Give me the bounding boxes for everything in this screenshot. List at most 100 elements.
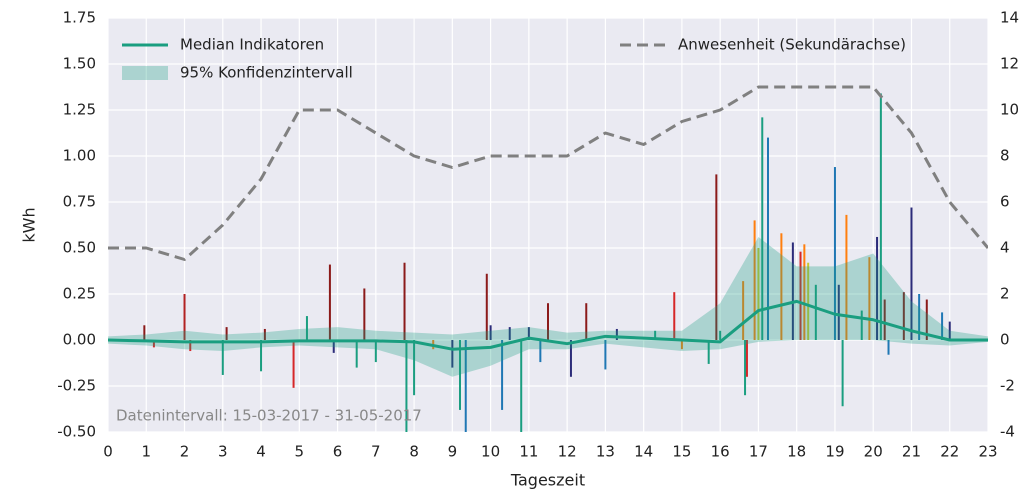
indicator-bar bbox=[807, 262, 810, 340]
presence-line bbox=[108, 85, 988, 261]
x-tick-label: 6 bbox=[333, 443, 343, 461]
indicator-bar bbox=[767, 137, 769, 340]
y-tick-label: 1.50 bbox=[63, 55, 96, 73]
indicator-bar bbox=[263, 328, 266, 340]
indicator-bar bbox=[501, 340, 504, 410]
indicator-bar bbox=[355, 340, 358, 368]
indicator-bar bbox=[403, 262, 406, 340]
indicator-bar bbox=[405, 340, 408, 432]
indicator-bar bbox=[225, 327, 228, 340]
y2-tick-label: 0 bbox=[1000, 331, 1010, 349]
indicator-bar bbox=[761, 117, 764, 340]
x-tick-label: 1 bbox=[141, 443, 151, 461]
indicator-bar bbox=[520, 340, 523, 432]
indicator-bar bbox=[260, 340, 263, 372]
indicator-bar bbox=[925, 299, 928, 340]
x-tick-label: 0 bbox=[103, 443, 113, 461]
indicator-bar bbox=[753, 220, 756, 340]
legend-label: 95% Konfidenzintervall bbox=[180, 64, 353, 82]
indicator-bar bbox=[719, 330, 722, 340]
indicator-bar bbox=[585, 303, 588, 340]
indicator-bar bbox=[715, 174, 718, 340]
indicator-bar bbox=[292, 340, 295, 388]
indicator-bar bbox=[745, 340, 748, 377]
x-tick-label: 2 bbox=[180, 443, 190, 461]
indicator-bar bbox=[221, 340, 224, 375]
plot-background bbox=[108, 18, 988, 432]
indicator-bar bbox=[883, 299, 886, 340]
y2-tick-label: 12 bbox=[1000, 55, 1019, 73]
y-tick-label: -0.50 bbox=[57, 423, 96, 441]
indicator-bar bbox=[143, 325, 146, 340]
indicator-bar bbox=[757, 248, 760, 340]
y2-tick-label: -4 bbox=[1000, 423, 1015, 441]
x-tick-label: 13 bbox=[596, 443, 615, 461]
indicator-bar bbox=[189, 340, 192, 352]
median-line bbox=[108, 299, 988, 351]
indicator-bar bbox=[918, 294, 921, 340]
y-tick-label: 0.50 bbox=[63, 239, 96, 257]
indicator-bar bbox=[680, 340, 683, 350]
indicator-bar bbox=[902, 292, 905, 340]
x-tick-label: 8 bbox=[409, 443, 419, 461]
indicator-bar bbox=[887, 340, 890, 355]
indicator-bar bbox=[948, 321, 951, 340]
indicator-bar bbox=[569, 340, 572, 377]
y2-tick-label: 6 bbox=[1000, 193, 1010, 211]
indicator-bar bbox=[868, 257, 871, 340]
indicator-bar bbox=[374, 340, 377, 363]
indicator-bar bbox=[837, 284, 840, 340]
x-tick-label: 7 bbox=[371, 443, 381, 461]
indicator-bar bbox=[604, 340, 607, 370]
y-tick-label: 0.00 bbox=[63, 331, 96, 349]
indicator-bar bbox=[833, 167, 836, 340]
indicator-bar bbox=[539, 340, 542, 363]
y2-tick-label: 8 bbox=[1000, 147, 1010, 165]
indicator-bar bbox=[876, 236, 879, 340]
y-tick-label: 1.00 bbox=[63, 147, 96, 165]
y-tick-label: 0.75 bbox=[63, 193, 96, 211]
x-tick-label: 16 bbox=[711, 443, 730, 461]
x-tick-label: 11 bbox=[519, 443, 538, 461]
indicator-bar bbox=[742, 281, 745, 340]
indicator-bar bbox=[328, 264, 331, 340]
indicator-bar bbox=[841, 340, 844, 407]
indicator-bar bbox=[879, 93, 882, 340]
x-tick-label: 3 bbox=[218, 443, 228, 461]
indicator-bar bbox=[799, 251, 802, 340]
indicator-bar bbox=[305, 316, 308, 340]
indicator-bar bbox=[332, 340, 335, 353]
x-tick-label: 22 bbox=[940, 443, 959, 461]
y2-tick-label: 14 bbox=[1000, 9, 1019, 27]
indicator-bar bbox=[860, 310, 863, 340]
legend-label: Median Indikatoren bbox=[180, 36, 324, 54]
indicator-bar bbox=[814, 284, 817, 340]
x-tick-label: 19 bbox=[825, 443, 844, 461]
indicator-bar bbox=[803, 244, 806, 340]
x-tick-label: 15 bbox=[672, 443, 691, 461]
confidence-band bbox=[108, 236, 988, 377]
indicator-bar bbox=[910, 207, 913, 340]
legend-label: Anwesenheit (Sekundärachse) bbox=[678, 36, 906, 54]
indicator-bar bbox=[152, 340, 155, 348]
indicator-bar bbox=[363, 288, 366, 340]
x-tick-label: 10 bbox=[481, 443, 500, 461]
x-tick-label: 18 bbox=[787, 443, 806, 461]
x-tick-label: 23 bbox=[978, 443, 997, 461]
x-tick-label: 9 bbox=[448, 443, 458, 461]
indicator-bar bbox=[707, 340, 710, 364]
legend-swatch bbox=[122, 66, 168, 80]
y-tick-label: 1.75 bbox=[63, 9, 96, 27]
indicator-bar bbox=[451, 340, 454, 368]
indicator-bar bbox=[673, 292, 676, 340]
x-tick-label: 4 bbox=[256, 443, 266, 461]
indicator-bar bbox=[744, 340, 747, 396]
annotation: Datenintervall: 15-03-2017 - 31-05-2017 bbox=[116, 407, 422, 425]
y2-tick-label: 2 bbox=[1000, 285, 1010, 303]
indicator-bar bbox=[791, 242, 794, 340]
x-tick-label: 5 bbox=[295, 443, 305, 461]
x-tick-label: 20 bbox=[864, 443, 883, 461]
y2-tick-label: -2 bbox=[1000, 377, 1015, 395]
y2-tick-label: 10 bbox=[1000, 101, 1019, 119]
